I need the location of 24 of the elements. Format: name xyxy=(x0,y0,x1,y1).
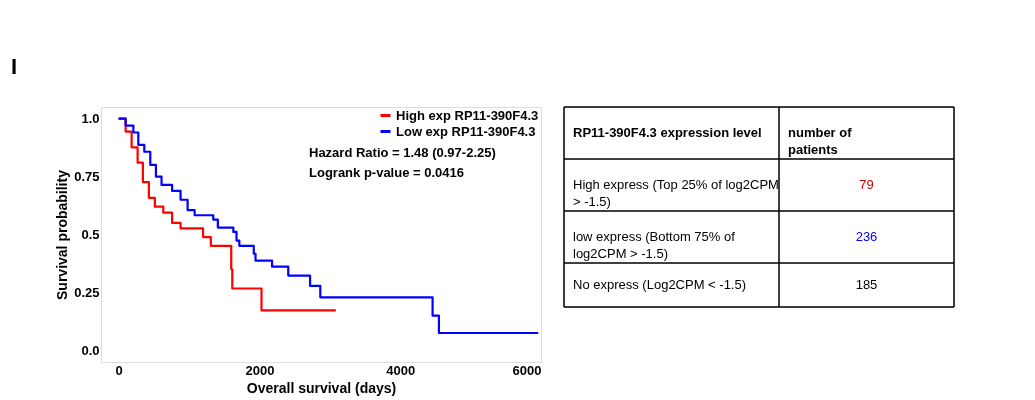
legend-label: High exp RP11-390F4.3 xyxy=(396,107,539,123)
text: 236 xyxy=(855,229,878,244)
text: low express (Bottom 75% of log2CPM > -1.5) xyxy=(573,229,736,261)
text: number of patients xyxy=(788,125,853,157)
y-tick-label: 0.5 xyxy=(81,227,100,242)
y-tick-label: 0.75 xyxy=(74,169,100,185)
text: No express (Log2CPM < -1.5) xyxy=(573,277,747,292)
text: High express (Top 25% of log2CPM > -1.5) xyxy=(573,177,779,209)
x-tick-label: 6000 xyxy=(512,362,542,378)
text: RP11-390F4.3 expression level xyxy=(573,125,762,140)
y-tick-label: 1.0 xyxy=(81,111,100,127)
y-tick-label: 0.0 xyxy=(81,342,100,358)
x-tick-label: 0 xyxy=(115,362,123,378)
x-tick-label: 4000 xyxy=(386,362,416,378)
y-axis-title: Survival probability xyxy=(54,169,71,300)
y-tick-label: 0.25 xyxy=(74,284,100,300)
legend-label: Low exp RP11-390F4.3 xyxy=(396,123,536,139)
text: I xyxy=(11,54,18,79)
annotation: Hazard Ratio = 1.48 (0.97-2.25) xyxy=(309,145,496,160)
annotation: Logrank p-value = 0.0416 xyxy=(309,165,464,180)
x-tick-label: 2000 xyxy=(245,362,275,378)
text: 185 xyxy=(855,277,878,292)
text: 79 xyxy=(859,177,874,192)
x-axis-title: Overall survival (days) xyxy=(246,379,397,396)
